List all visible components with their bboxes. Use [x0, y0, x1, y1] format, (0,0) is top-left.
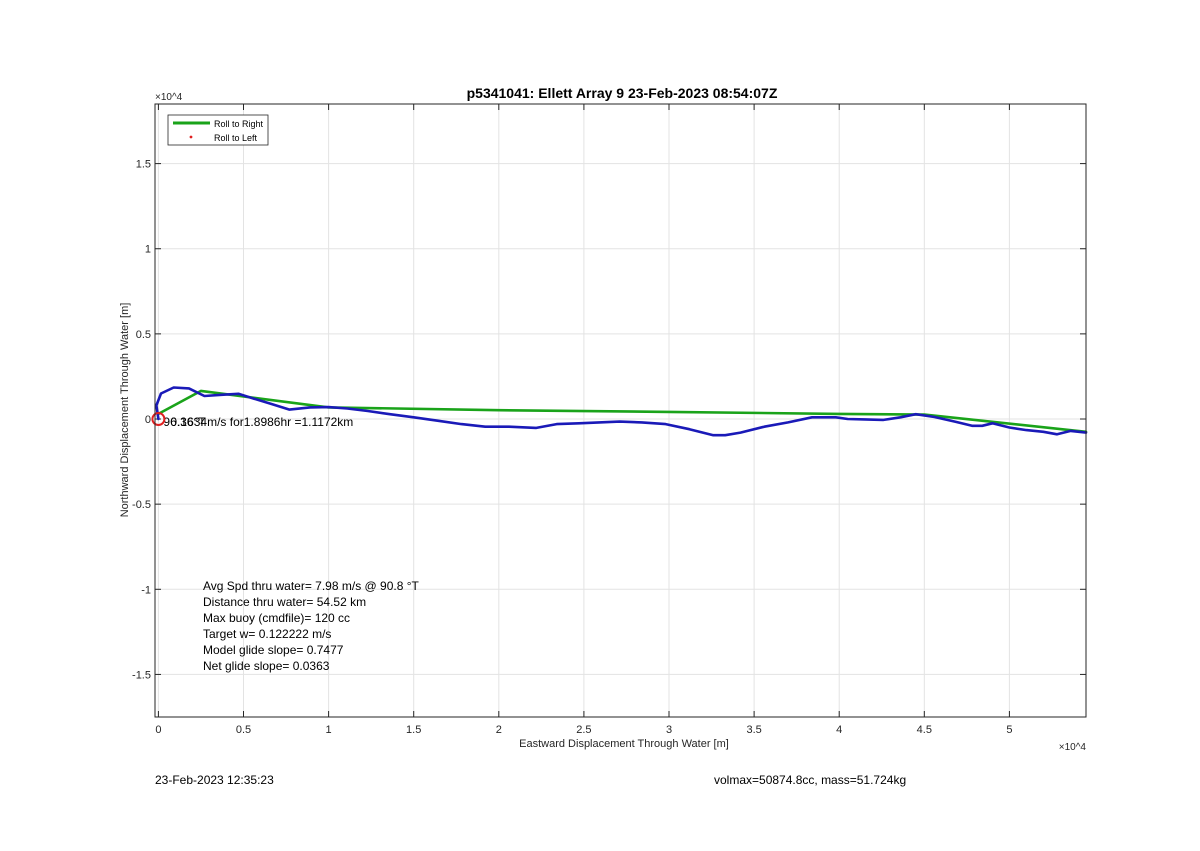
axes-frame	[154, 103, 1087, 718]
x-exponent-label: ×10^4	[1059, 742, 1087, 753]
x-tick-label: 1	[326, 724, 332, 736]
x-tick-label: 4.5	[917, 724, 932, 736]
axis-exponent-labels: ×10^4 ×10^4	[155, 92, 1086, 753]
y-axis-label: Northward Displacement Through Water [m]	[119, 302, 131, 518]
x-tick-label: 2	[496, 724, 502, 736]
x-tick-label: 3	[666, 724, 672, 736]
chart-title: p5341041: Ellett Array 9 23-Feb-2023 08:…	[466, 85, 778, 101]
grid	[155, 104, 1086, 717]
stats-line-avg-speed: Avg Spd thru water= 7.98 m/s @ 90.8 °T	[203, 579, 419, 593]
stats-line-target-w: Target w= 0.122222 m/s	[203, 627, 332, 641]
y-exponent-label: ×10^4	[155, 92, 183, 103]
start-marker	[151, 412, 166, 427]
x-tick-label: 0.5	[236, 724, 251, 736]
y-tick-label: -1.5	[132, 669, 151, 681]
axis-ticks	[155, 104, 1086, 717]
y-tick-label: 1.5	[136, 159, 151, 171]
legend-label-roll-left: Roll to Left	[214, 133, 258, 143]
stats-line-model-glide: Model glide slope= 0.7477	[203, 643, 344, 657]
stats-annotation: Avg Spd thru water= 7.98 m/s @ 90.8 °T D…	[203, 578, 419, 674]
stats-line-net-glide: Net glide slope= 0.0363	[203, 659, 330, 673]
x-tick-label: 5	[1006, 724, 1012, 736]
legend: Roll to Right Roll to Left	[167, 114, 269, 146]
x-tick-label: 3.5	[746, 724, 761, 736]
tick-labels: 0 0.5 1 1.5 2 2.5 3 3.5 4 4.5 5 -1.5 -1 -0.5 0 0.5 1 1.5	[132, 159, 1012, 736]
series-layer	[155, 386, 1088, 437]
origin-speed-label: 0.1634m/s for1.8986hr =1.1172km	[170, 415, 353, 429]
origin-heading-label: 96.36°T	[163, 415, 206, 429]
y-tick-label: -1	[141, 584, 151, 596]
footer-timestamp: 23-Feb-2023 12:35:23	[155, 773, 274, 787]
x-tick-label: 1.5	[406, 724, 421, 736]
legend-box	[167, 114, 269, 146]
x-axis-label: Eastward Displacement Through Water [m]	[519, 738, 729, 750]
y-tick-label: 0	[145, 414, 151, 426]
y-tick-label: 1	[145, 244, 151, 256]
x-tick-label: 2.5	[576, 724, 591, 736]
legend-swatch-roll-left	[189, 135, 193, 139]
x-tick-label: 0	[155, 724, 161, 736]
footer-vol-mass: volmax=50874.8cc, mass=51.724kg	[714, 773, 907, 787]
track-series	[155, 386, 1088, 437]
legend-label-roll-right: Roll to Right	[214, 119, 264, 129]
stats-line-distance: Distance thru water= 54.52 km	[203, 595, 367, 609]
stats-line-max-buoy: Max buoy (cmdfile)= 120 cc	[203, 611, 351, 625]
x-tick-label: 4	[836, 724, 842, 736]
y-tick-label: 0.5	[136, 329, 151, 341]
origin-annotation: 96.36°T0.1634m/s for1.8986hr =1.1172km	[151, 412, 353, 429]
y-tick-label: -0.5	[132, 499, 151, 511]
